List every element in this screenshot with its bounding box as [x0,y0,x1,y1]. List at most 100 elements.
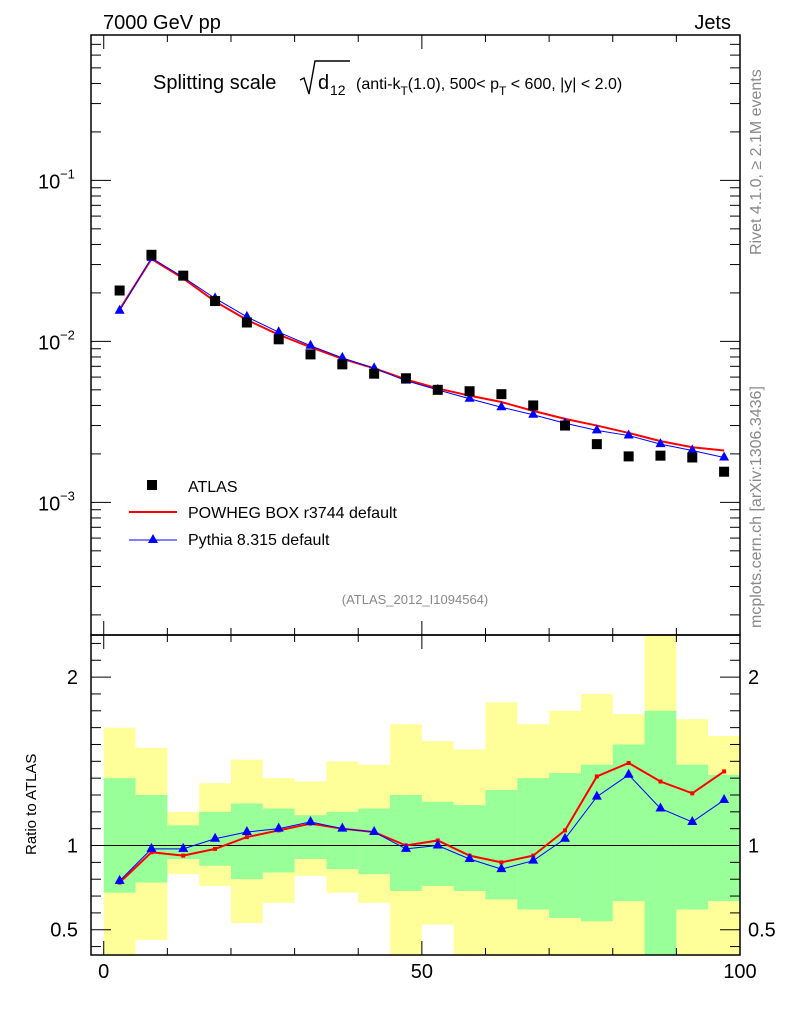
title-subscript: 12 [330,82,346,98]
pythia-marker [655,438,666,448]
ratio-ytick-label-left: 1 [67,836,78,858]
atlas-marker [337,359,348,370]
title-symbol: d [318,72,329,94]
ratio-powheg-marker [594,774,599,779]
mcplots-label: mcplots.cern.ch [arXiv:1306.3436] [748,386,765,628]
ratio-ylabel: Ratio to ATLAS [23,754,40,855]
atlas-marker [560,420,571,431]
ratio-powheg-marker [690,791,695,796]
ratio-ytick-label-left: 0.5 [50,920,78,942]
sqrt-sign [299,60,350,95]
ratio-pythia-marker [528,854,539,864]
rivet-label: Rivet 4.1.0, ≥ 2.1M events [748,69,765,255]
atlas-marker [305,349,316,360]
energy-label: 7000 GeV pp [103,12,221,34]
ratio-powheg-marker [626,761,631,765]
inner-band-bin [517,778,550,910]
pythia-marker [273,326,284,336]
inner-band-bin [708,774,740,902]
ratio-pythia-marker [432,839,443,849]
ratio-xtick-label: 0 [98,961,109,983]
main-ytick-label: 10 [38,171,60,193]
legend-pythia-marker [148,534,158,543]
atlas-marker [178,270,189,281]
main-axis-ticks [91,34,741,635]
atlas-marker [369,368,380,379]
ratio-frame [90,634,741,956]
ratio-xtick-labels: 0 50 100 [98,961,757,983]
pythia-marker [305,339,316,349]
ratio-pythia-marker [687,815,698,825]
pythia-marker [528,408,539,418]
ratio-series [114,761,730,885]
ratio-pythia-marker [464,853,475,862]
ratio-pythia-marker [591,790,602,800]
ratio-powheg-marker [181,853,186,858]
pythia-marker [496,401,507,411]
ratio-ytick-labels: 0.5 0.5 1 1 2 2 [50,667,776,942]
atlas-marker [496,389,507,400]
ratio-powheg-marker [722,769,727,774]
legend: ATLAS POWHEG BOX r3744 default Pythia 8.… [129,479,398,549]
ratio-pythia-marker [146,842,157,852]
pythia-marker [719,451,730,461]
ratio-ytick-label-right: 1 [748,836,759,858]
ratio-powheg-marker [149,850,154,855]
ratio-pythia-marker [560,832,571,842]
legend-atlas-marker [147,480,157,490]
ratio-powheg-marker [563,828,568,833]
ratio-xtick-label: 50 [411,961,433,983]
ratio-pythia-marker [369,826,380,836]
powheg-line [118,257,725,452]
ratio-pythia-marker [210,832,221,842]
atlas-marker [146,249,157,260]
legend-atlas-label: ATLAS [188,479,238,496]
ratio-pythia-marker [305,815,316,825]
atlas-marker [210,296,221,307]
atlas-marker [432,384,443,395]
inner-band-bin [580,764,613,922]
inner-band-bin [135,795,168,883]
pythia-marker [687,444,698,454]
pythia-marker [464,392,475,402]
atlas-marker [623,451,634,462]
inner-band-bin [358,808,391,875]
atlas-marker [273,334,284,345]
ratio-ytick-label-right: 2 [748,667,759,689]
analysis-id: (ATLAS_2012_I1094564) [342,592,488,607]
main-ytick-exponent: −2 [60,327,75,342]
main-series [114,249,730,477]
pythia-marker [337,351,348,361]
ratio-pythia-marker [241,826,252,836]
main-ytick-labels: 10−310−210−1 [38,166,75,515]
ratio-pythia-marker [623,768,634,778]
main-ytick-label: 10 [38,493,60,515]
atlas-marker [464,386,475,397]
ratio-powheg-marker [658,779,663,784]
atlas-marker [655,450,666,461]
ratio-pythia-marker [273,822,284,832]
atlas-marker [528,400,539,411]
inner-band-bin [485,789,518,900]
atlas-marker [400,373,411,384]
main-ytick-exponent: −3 [60,488,75,503]
inner-band-bin [453,805,486,891]
title-details: (anti-kT(1.0), 500< pT < 600, |y| < 2.0) [356,76,622,98]
ratio-powheg-line [118,761,725,884]
legend-pythia-label: Pythia 8.315 default [188,532,330,549]
ratio-pythia-marker [337,822,348,832]
ratio-pythia-marker [178,842,189,852]
pythia-line [119,257,725,458]
main-ytick-exponent: −1 [60,166,75,181]
inner-band-bin [644,710,677,955]
ratio-xtick-label: 100 [723,961,756,983]
process-label: Jets [694,12,731,34]
ratio-pythia-marker [400,842,411,852]
main-ytick-label: 10 [38,332,60,354]
pythia-marker [623,429,634,439]
ratio-ytick-label-left: 2 [67,667,78,689]
pythia-marker [591,424,602,434]
title-main: Splitting scale [153,72,276,94]
pythia-marker [114,304,125,314]
